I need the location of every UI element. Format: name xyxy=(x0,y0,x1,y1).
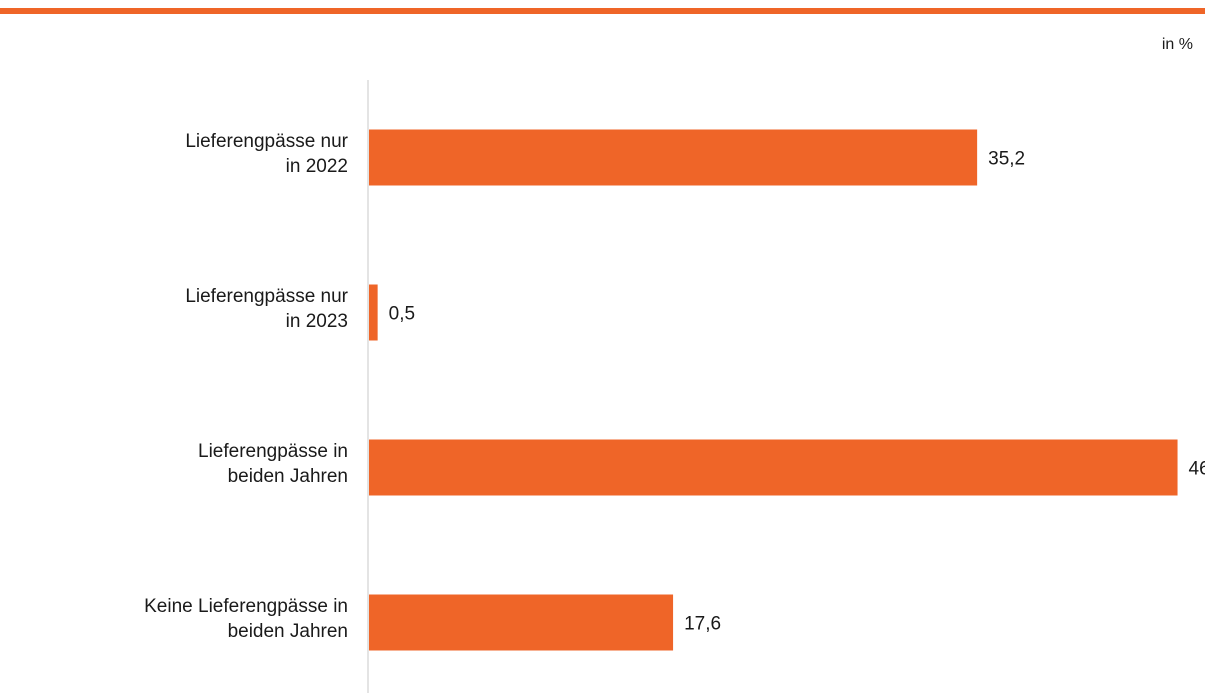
category-label-1: Lieferengpässe nur in 2023 xyxy=(185,286,348,332)
unit-label: in % xyxy=(1161,36,1193,53)
category-label-3: Keine Lieferengpässe in beiden Jahren xyxy=(144,596,348,642)
category-label-line: Lieferengpässe nur xyxy=(185,131,348,152)
bar-2 xyxy=(369,439,1178,496)
bars-layer xyxy=(369,129,1178,651)
category-label-line: in 2022 xyxy=(286,156,348,177)
category-label-line: Keine Lieferengpässe in xyxy=(144,596,348,617)
category-label-line: Lieferengpässe in xyxy=(198,441,348,462)
bar-1 xyxy=(369,284,378,341)
value-label-1: 0,5 xyxy=(389,304,415,325)
bar-0 xyxy=(369,129,978,186)
category-label-line: beiden Jahren xyxy=(228,621,348,642)
category-label-line: in 2023 xyxy=(286,311,348,332)
header-accent-rule xyxy=(0,8,1205,14)
category-label-2: Lieferengpässe in beiden Jahren xyxy=(198,441,348,487)
bar-3 xyxy=(369,594,674,651)
value-label-2: 46,8 xyxy=(1189,459,1205,480)
value-label-0: 35,2 xyxy=(988,149,1025,170)
value-label-3: 17,6 xyxy=(684,614,721,635)
category-label-line: Lieferengpässe nur xyxy=(185,286,348,307)
category-label-line: beiden Jahren xyxy=(228,466,348,487)
value-labels-layer: 35,2 0,5 46,8 17,6 xyxy=(389,149,1205,635)
category-labels-layer: Lieferengpässe nur in 2022Lieferengpässe … xyxy=(144,131,349,642)
category-label-0: Lieferengpässe nur in 2022 xyxy=(185,131,348,177)
